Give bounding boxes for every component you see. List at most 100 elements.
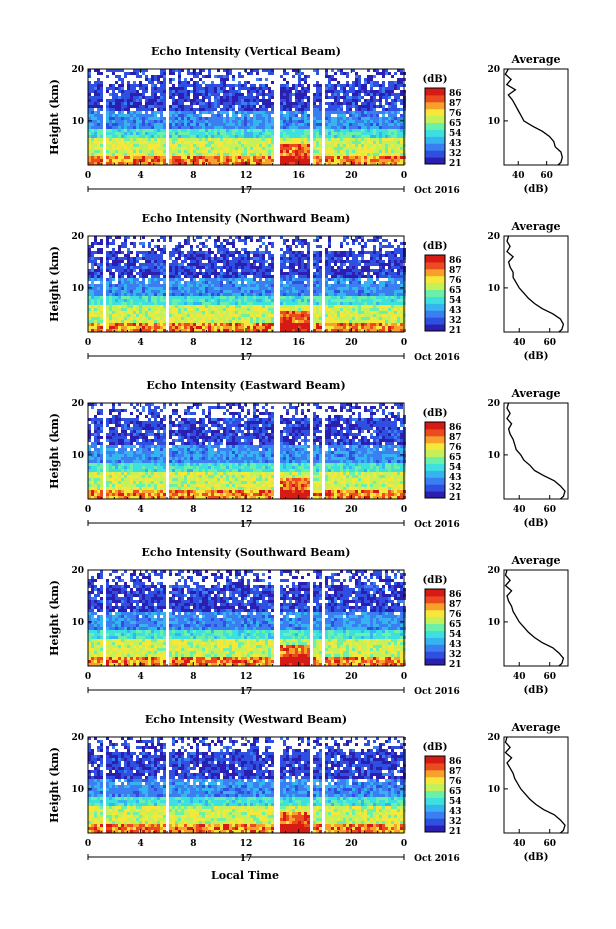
heatmap-cell xyxy=(397,84,400,87)
heatmap-cell xyxy=(304,126,307,129)
heatmap-cell xyxy=(226,311,229,314)
heatmap-cell xyxy=(118,287,121,290)
heatmap-cell xyxy=(223,84,226,87)
heatmap-cell xyxy=(208,69,211,72)
heatmap-cell xyxy=(160,120,163,123)
heatmap-cell xyxy=(193,305,196,308)
heatmap-cell xyxy=(211,147,214,150)
heatmap-cell xyxy=(151,287,154,290)
heatmap-cell xyxy=(127,272,130,275)
heatmap-cell xyxy=(127,156,130,159)
heatmap-cell xyxy=(292,242,295,245)
heatmap-cell xyxy=(193,257,196,260)
heatmap-cell xyxy=(115,266,118,269)
heatmap-cell xyxy=(391,156,394,159)
heatmap-cell xyxy=(334,93,337,96)
heatmap-cell xyxy=(157,263,160,266)
heatmap-cell xyxy=(202,296,205,299)
heatmap-cell xyxy=(361,132,364,135)
heatmap-cell xyxy=(331,290,334,293)
heatmap-cell xyxy=(127,263,130,266)
heatmap-cell xyxy=(229,326,232,329)
heatmap-cell xyxy=(202,156,205,159)
heatmap-cell xyxy=(235,329,238,332)
heatmap-cell xyxy=(94,132,97,135)
heatmap-cell xyxy=(295,287,298,290)
heatmap-cell xyxy=(385,159,388,162)
heatmap-cell xyxy=(172,159,175,162)
heatmap-cell xyxy=(352,69,355,72)
heatmap-cell xyxy=(199,120,202,123)
heatmap-cell xyxy=(142,242,145,245)
heatmap-cell xyxy=(226,162,229,165)
heatmap-cell xyxy=(220,144,223,147)
heatmap-cell xyxy=(355,72,358,75)
heatmap-cell xyxy=(259,293,262,296)
heatmap-cell xyxy=(88,105,91,108)
heatmap-cell xyxy=(178,305,181,308)
heatmap-cell xyxy=(259,329,262,332)
heatmap-cell xyxy=(217,144,220,147)
heatmap-cell xyxy=(313,114,316,117)
heatmap-cell xyxy=(400,81,403,84)
panels-layer: Echo Intensity (Vertical Beam)0 4 8 12 16 20 0… xyxy=(48,45,569,864)
heatmap-cell xyxy=(136,302,139,305)
day-label: 17 xyxy=(240,186,253,196)
heatmap-cell xyxy=(391,117,394,120)
heatmap-cell xyxy=(340,126,343,129)
heatmap-cell xyxy=(286,87,289,90)
heatmap-cell xyxy=(199,159,202,162)
heatmap-cell xyxy=(328,108,331,111)
heatmap-cell xyxy=(331,311,334,314)
heatmap-cell xyxy=(295,87,298,90)
heatmap-cell xyxy=(331,96,334,99)
heatmap-cell xyxy=(268,293,271,296)
heatmap-cell xyxy=(181,93,184,96)
heatmap-cell xyxy=(220,248,223,251)
heatmap-cell xyxy=(262,111,265,114)
heatmap-cell xyxy=(307,135,310,138)
heatmap-cell xyxy=(193,147,196,150)
heatmap-cell xyxy=(232,129,235,132)
heatmap-cell xyxy=(118,308,121,311)
heatmap-cell xyxy=(142,156,145,159)
heatmap-cell xyxy=(91,144,94,147)
heatmap-cell xyxy=(205,290,208,293)
heatmap-cell xyxy=(373,81,376,84)
heatmap-cell xyxy=(190,299,193,302)
heatmap-cell xyxy=(193,287,196,290)
heatmap-cell xyxy=(115,317,118,320)
heatmap-cell xyxy=(97,72,100,75)
heatmap-cell xyxy=(304,323,307,326)
heatmap-cell xyxy=(316,93,319,96)
heatmap-cell xyxy=(136,132,139,135)
heatmap-cell xyxy=(205,105,208,108)
heatmap-cell xyxy=(301,299,304,302)
heatmap-cell xyxy=(136,99,139,102)
heatmap-cell xyxy=(391,120,394,123)
heatmap-cell xyxy=(124,299,127,302)
heatmap-cell xyxy=(142,87,145,90)
heatmap-cell xyxy=(334,263,337,266)
heatmap-cell xyxy=(163,96,166,99)
heatmap-cell xyxy=(127,114,130,117)
heatmap-cell xyxy=(172,93,175,96)
heatmap-cell xyxy=(181,69,184,72)
heatmap-cell xyxy=(202,287,205,290)
heatmap-cell xyxy=(199,287,202,290)
heatmap-cell xyxy=(139,323,142,326)
heatmap-cell xyxy=(163,329,166,332)
heatmap-cell xyxy=(298,269,301,272)
heatmap-cell xyxy=(346,126,349,129)
heatmap-cell xyxy=(199,296,202,299)
heatmap-cell xyxy=(241,111,244,114)
heatmap-cell xyxy=(205,108,208,111)
heatmap-cell xyxy=(109,147,112,150)
heatmap-cell xyxy=(187,117,190,120)
heatmap-cell xyxy=(208,260,211,263)
heatmap-cell xyxy=(106,257,109,260)
heatmap-cell xyxy=(250,132,253,135)
heatmap-cell xyxy=(214,263,217,266)
heatmap-cell xyxy=(223,308,226,311)
heatmap-cell xyxy=(118,132,121,135)
